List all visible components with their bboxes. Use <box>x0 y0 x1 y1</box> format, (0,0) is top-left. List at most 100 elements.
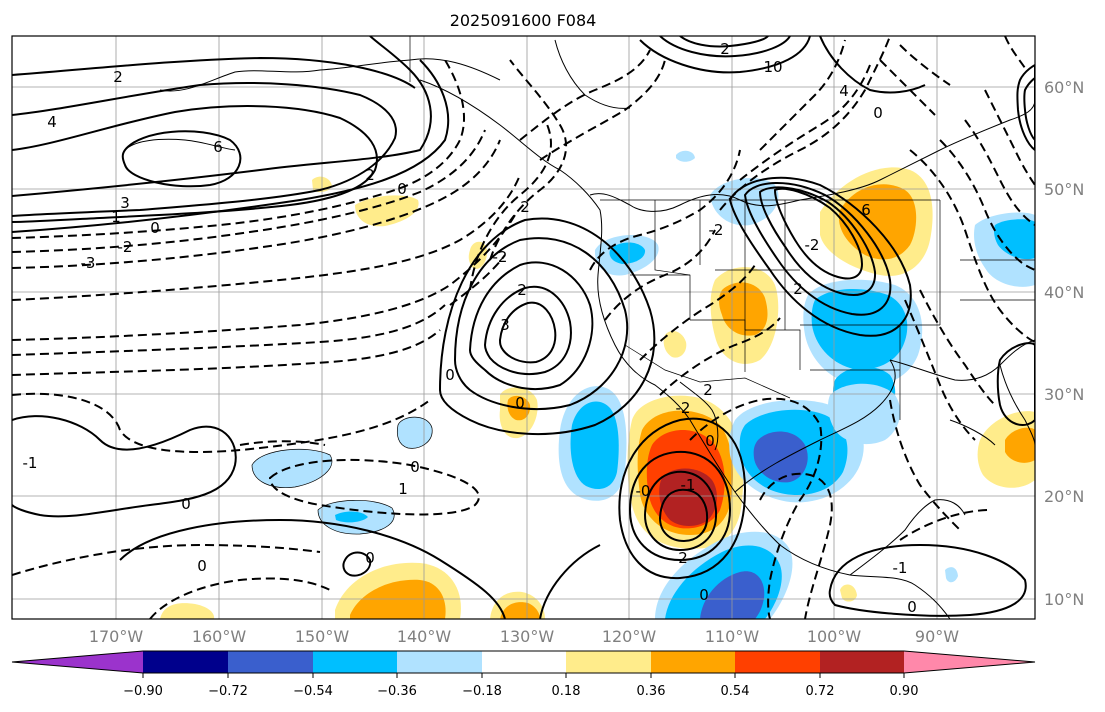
colorbar-swatch <box>228 651 313 673</box>
colorbar-swatch <box>820 651 904 673</box>
latitude-label: 40°N <box>1044 283 1084 302</box>
longitude-label: 140°W <box>397 627 452 646</box>
contour-label: -1 <box>893 559 908 577</box>
negative-anomaly-region <box>570 401 619 490</box>
contour-label: 4 <box>47 113 57 131</box>
positive-anomaly-region <box>838 184 917 260</box>
contour-label: -0 <box>636 482 651 500</box>
contour-label: -1 <box>681 476 696 494</box>
contour-label: -2 <box>676 399 691 417</box>
contour-label: 6 <box>861 201 871 219</box>
contour-label: 3 <box>500 316 510 334</box>
positive-anomaly-region <box>1005 427 1035 463</box>
longitude-label: 100°W <box>807 627 862 646</box>
contour-label: 4 <box>839 82 849 100</box>
colorbar-tick-label: 0.36 <box>637 684 666 699</box>
latitude-label: 30°N <box>1044 385 1084 404</box>
contour-label: 0 <box>365 549 375 567</box>
solid-contours <box>12 36 1035 619</box>
contour-label: 0 <box>197 557 207 575</box>
longitude-label: 130°W <box>500 627 555 646</box>
negative-anomaly-region <box>335 511 368 523</box>
contour-label: 0 <box>873 104 883 122</box>
colorbar-swatch <box>313 651 397 673</box>
colorbar-tick-label: 0.90 <box>890 684 919 699</box>
coastlines <box>124 39 1035 619</box>
colorbar-tick-label: 0.18 <box>552 684 581 699</box>
contour-label: 0 <box>907 598 917 616</box>
colorbar-under-triangle <box>12 651 143 673</box>
latitude-label: 10°N <box>1044 590 1084 609</box>
contour-label: 0 <box>181 495 191 513</box>
contour-label: 2 <box>793 280 803 298</box>
longitude-label: 120°W <box>602 627 657 646</box>
longitude-labels: 170°W 160°W 150°W 140°W 130°W 120°W 110°… <box>89 627 959 646</box>
shaded-anomaly-fields <box>160 150 1035 619</box>
positive-anomaly-region <box>719 282 768 336</box>
colorbar-tick-label: −0.36 <box>377 684 417 699</box>
contour-label: 1 <box>398 480 408 498</box>
colorbar-tick-label: 0.54 <box>721 684 750 699</box>
colorbar-tick-label: −0.90 <box>123 684 163 699</box>
positive-anomaly-region <box>160 603 215 619</box>
contour-label: 0 <box>150 219 160 237</box>
longitude-label: 150°W <box>295 627 350 646</box>
contour-label: 0 <box>445 366 455 384</box>
figure-title: 2025091600 F084 <box>450 11 597 30</box>
colorbar-swatch <box>143 651 228 673</box>
negative-anomaly-region <box>827 383 901 445</box>
longitude-label: 160°W <box>192 627 247 646</box>
colorbar-swatch <box>651 651 735 673</box>
latitude-labels: 60°N 50°N 40°N 30°N 20°N 10°N <box>1044 78 1084 609</box>
dashed-contours <box>12 36 1035 619</box>
positive-anomaly-region <box>350 579 446 619</box>
contour-label: 2 <box>365 166 375 184</box>
colorbar-swatch <box>735 651 820 673</box>
negative-anomaly-region <box>252 449 332 488</box>
contour-label: 0 <box>397 180 407 198</box>
contour-label: -2 <box>709 221 724 239</box>
positive-anomaly-region <box>663 330 687 358</box>
positive-anomaly-region <box>840 584 857 602</box>
positive-anomaly-region <box>500 602 540 619</box>
longitude-label: 110°W <box>705 627 760 646</box>
positive-anomaly-region <box>355 195 419 227</box>
contour-label: 2 <box>113 68 123 86</box>
colorbar-tick-label: −0.72 <box>208 684 248 699</box>
contour-label: 1 <box>111 208 121 226</box>
colorbar-tick-label: −0.54 <box>293 684 333 699</box>
colorbar-tick-label: 0.72 <box>806 684 835 699</box>
colorbar-over-triangle <box>904 651 1035 673</box>
contour-label: 2 <box>720 40 730 58</box>
contour-label: 6 <box>213 138 223 156</box>
longitude-label: 170°W <box>89 627 144 646</box>
contour-label: 3 <box>120 194 130 212</box>
contour-label: -3 <box>81 254 96 272</box>
latitude-label: 60°N <box>1044 78 1084 97</box>
colorbar-tick-labels: −0.90 −0.72 −0.54 −0.36 −0.18 0.18 0.36 … <box>123 684 918 699</box>
colorbar-swatch <box>397 651 482 673</box>
colorbar-swatch <box>482 651 566 673</box>
colorbar-ticks <box>142 673 905 678</box>
contour-label: -1 <box>23 454 38 472</box>
latitude-label: 20°N <box>1044 487 1084 506</box>
contour-label: 0 <box>705 432 715 450</box>
negative-anomaly-region <box>753 431 808 483</box>
positive-anomaly-region <box>659 468 717 526</box>
contour-label: -2 <box>493 248 508 266</box>
contour-label: 2 <box>517 281 527 299</box>
contour-labels: 2 4 6 3 1 0 -2 -3 2 0 2 3 0 2 -2 0 2 -2 … <box>23 40 917 616</box>
contour-label: 2 <box>520 198 530 216</box>
negative-anomaly-region <box>676 150 695 162</box>
negative-anomaly-region <box>945 567 958 583</box>
contour-label: 10 <box>763 58 782 76</box>
contour-label: 2 <box>678 549 688 567</box>
contour-label: -2 <box>805 236 820 254</box>
negative-anomaly-region <box>397 417 433 449</box>
negative-anomaly-region <box>609 242 646 264</box>
map-frame <box>11 35 1036 620</box>
contour-label: 2 <box>703 381 713 399</box>
contour-label: 0 <box>515 394 525 412</box>
negative-anomaly-region <box>994 219 1035 260</box>
